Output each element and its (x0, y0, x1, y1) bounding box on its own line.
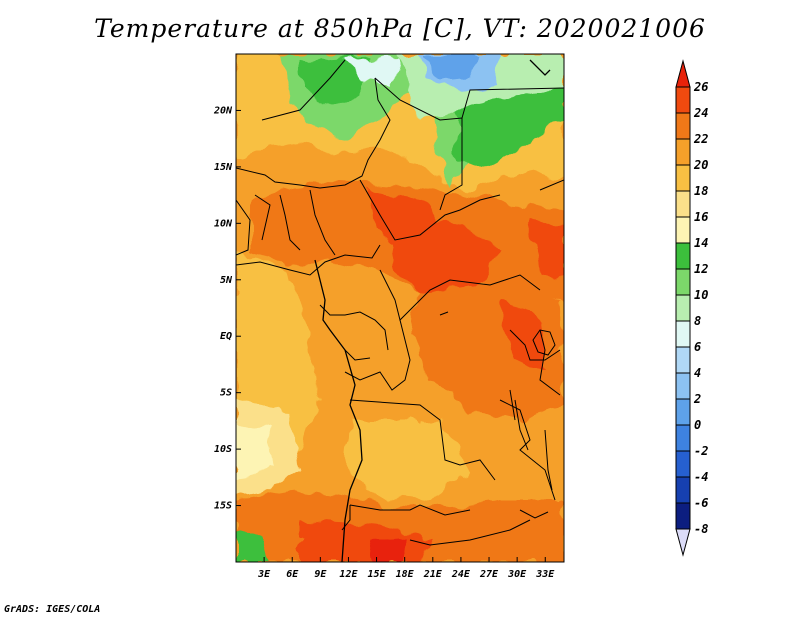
colorbar-swatch (675, 320, 691, 348)
colorbar-label: 2 (693, 392, 701, 406)
colorbar-label: 16 (694, 210, 708, 224)
colorbar-label: 14 (694, 236, 708, 250)
colorbar-swatch (675, 398, 691, 426)
lat-tick-label: 10N (214, 218, 233, 229)
lon-tick-label: 21E (423, 569, 443, 580)
lon-tick-label: 18E (396, 569, 415, 580)
lon-tick-label: 24E (451, 569, 471, 580)
colorbar-label: -8 (694, 522, 708, 536)
colorbar-label: 4 (694, 366, 701, 380)
lat-tick-label: 5N (220, 275, 233, 286)
colorbar-swatch (675, 112, 691, 140)
lon-tick-label: 27E (479, 569, 499, 580)
coastline (314, 59, 551, 562)
colorbar-label: 26 (693, 80, 708, 94)
colorbar-swatch (675, 372, 691, 400)
grads-credit: GrADS: IGES/COLA (4, 604, 101, 615)
colorbar-swatch (675, 242, 691, 270)
lon-tick-label: 12E (339, 569, 358, 580)
colorbar-swatch (675, 190, 691, 218)
colorbar-swatch (675, 164, 691, 192)
colorbar-swatch (675, 268, 691, 296)
lon-tick-label: 3E (257, 569, 271, 580)
colorbar-label: 8 (694, 314, 701, 328)
lon-tick-label: 33E (535, 569, 555, 580)
colorbar-label: 24 (693, 106, 708, 120)
colorbar-swatch (675, 346, 691, 374)
lat-tick-label: 15S (214, 501, 232, 512)
colorbar-swatch (675, 138, 691, 166)
colorbar-label: 6 (694, 340, 701, 354)
longitude-axis: 3E 6E 9E 12E 15E 18E 21E 24E 27E 30E 33E (257, 557, 555, 580)
lon-tick-label: 9E (314, 569, 327, 580)
lon-tick-label: 30E (507, 569, 527, 580)
lakes (439, 311, 556, 519)
colorbar-swatch (675, 502, 691, 530)
lon-tick-label: 15E (368, 569, 387, 580)
lat-tick-label: 15N (214, 162, 233, 173)
lat-tick-label: 20N (213, 105, 233, 116)
lat-tick-label: 10S (214, 444, 232, 455)
colorbar-swatch (675, 476, 691, 504)
colorbar-swatch (675, 216, 691, 244)
colorbar-swatch (675, 294, 691, 322)
colorbar-label: 12 (694, 262, 708, 276)
latitude-axis: 20N 15N 10N 5N EQ 5S 10S 15S (213, 105, 241, 512)
country-borders (236, 59, 564, 546)
lat-tick-label: EQ (220, 331, 232, 342)
colorbar-bottom-arrow (675, 528, 691, 557)
colorbar-label: 20 (693, 158, 708, 172)
colorbar-label: -4 (694, 470, 708, 484)
colorbar-label: -2 (694, 444, 708, 458)
lon-tick-label: 6E (286, 569, 299, 580)
colorbar-top-arrow (675, 59, 691, 88)
colorbar-swatch (675, 424, 691, 452)
colorbar-label: 18 (694, 184, 708, 198)
colorbar-label: 0 (694, 418, 701, 432)
temperature-field (236, 54, 564, 562)
colorbar-label: 22 (693, 132, 708, 146)
map-frame (235, 53, 565, 563)
colorbar-label: 10 (694, 288, 708, 302)
colorbar-label: -6 (694, 496, 708, 510)
map-title: Temperature at 850hPa [C], VT: 202002100… (94, 14, 706, 43)
lat-tick-label: 5S (220, 388, 232, 399)
colorbar-swatch (675, 86, 691, 114)
colorbar-swatch (675, 450, 691, 478)
